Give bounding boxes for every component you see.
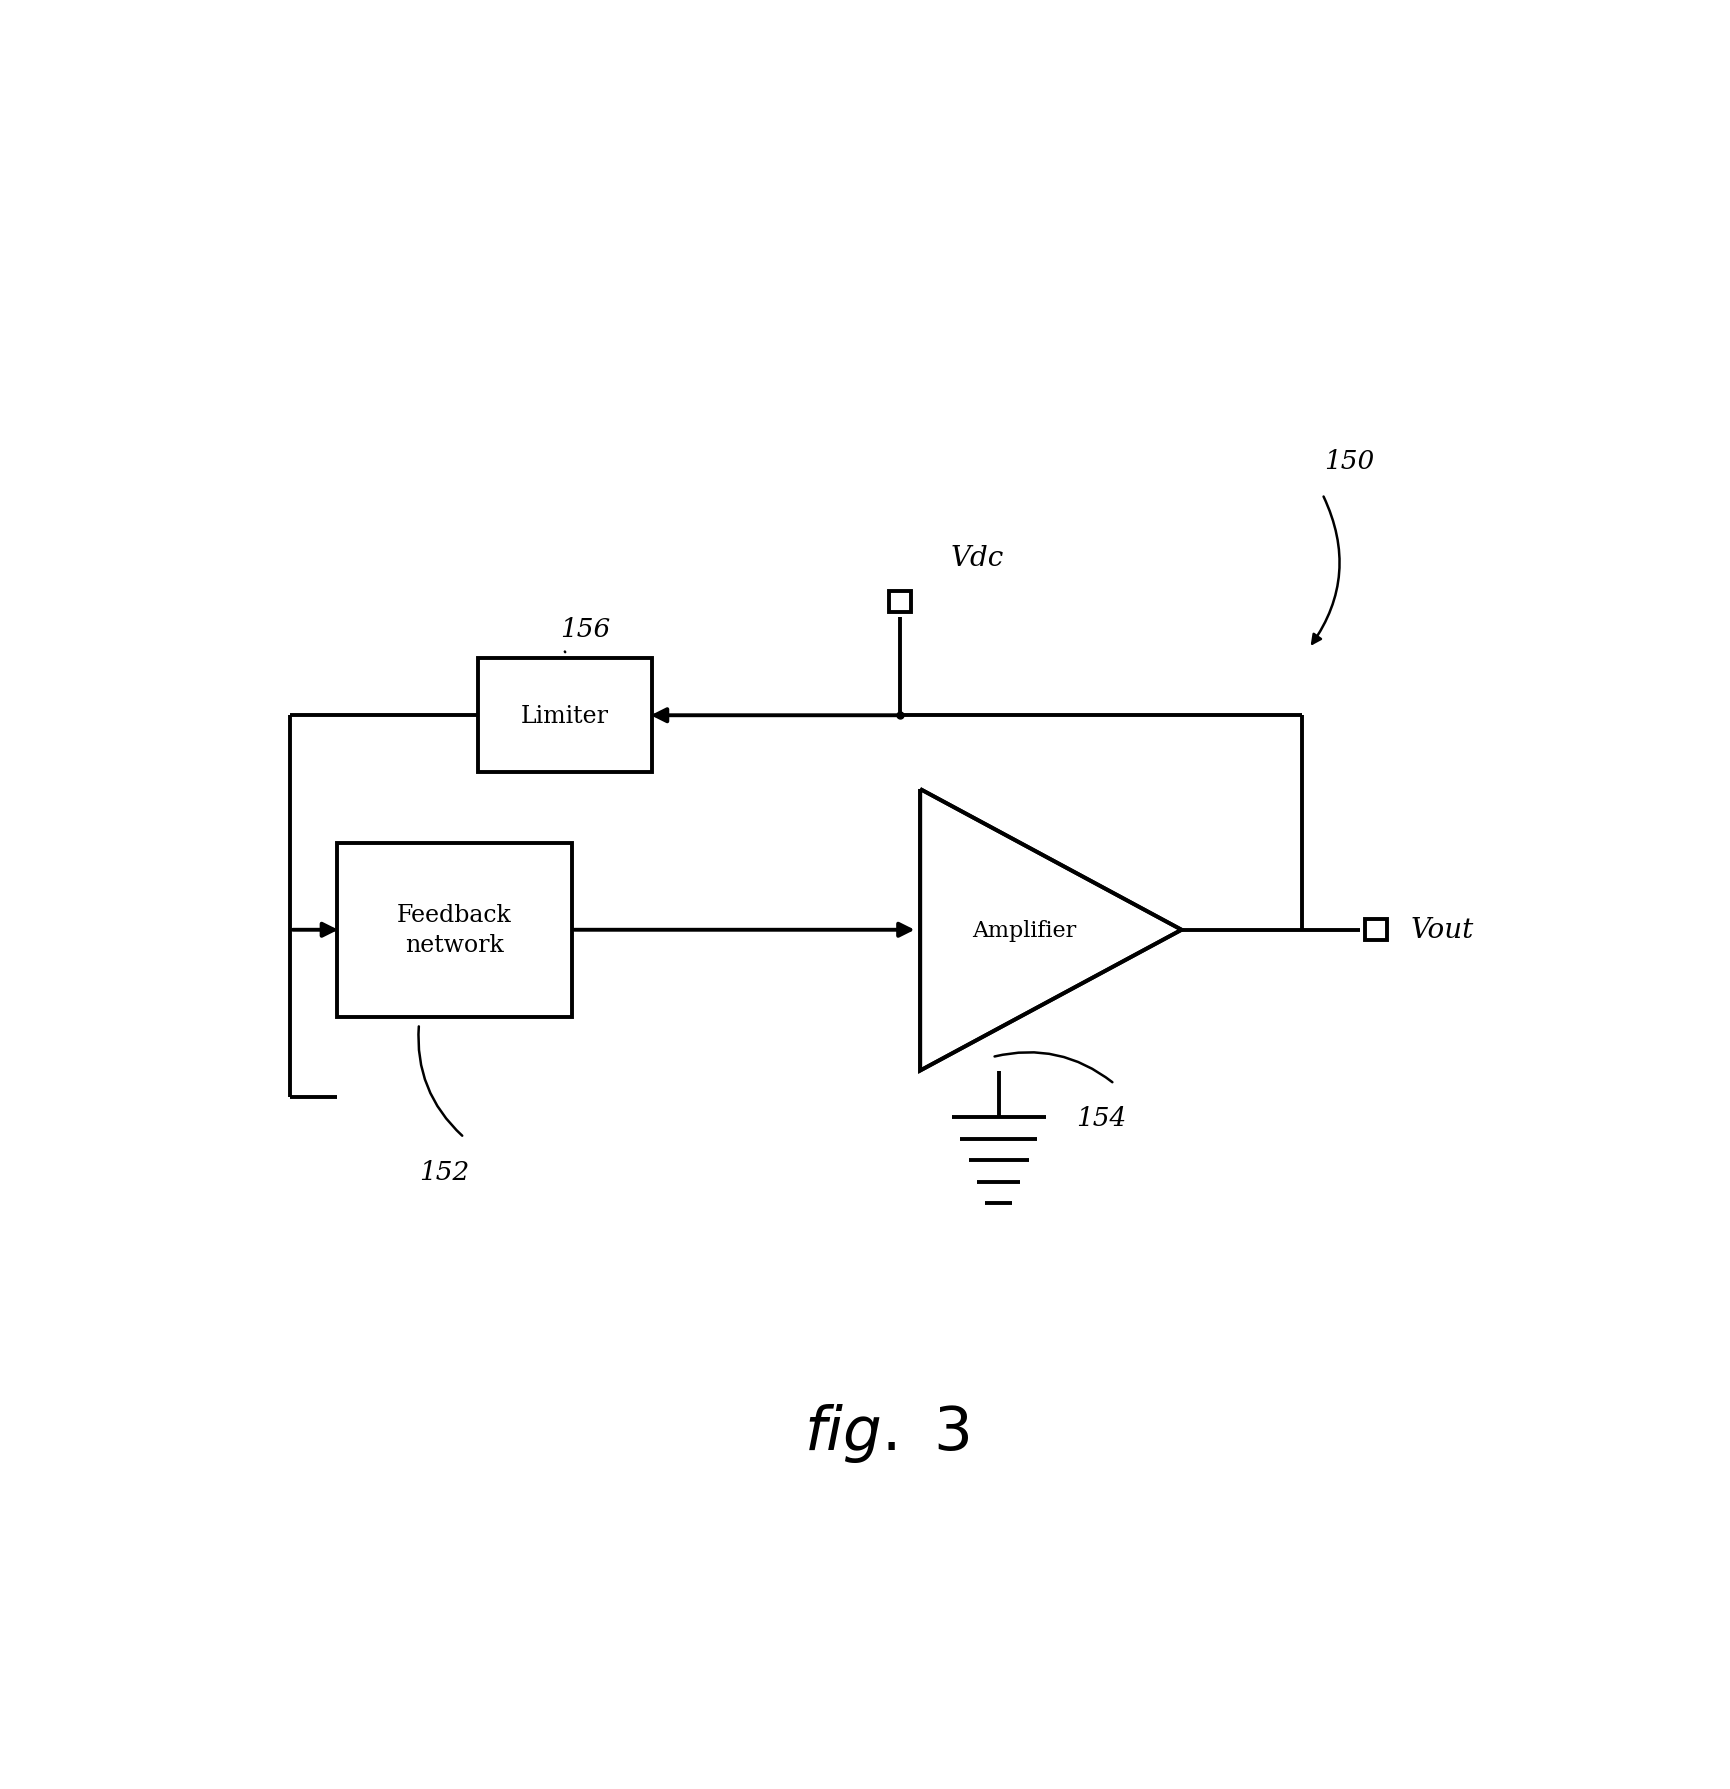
Text: Vout: Vout (1412, 916, 1474, 945)
FancyBboxPatch shape (1365, 920, 1387, 941)
FancyBboxPatch shape (477, 658, 652, 773)
Text: Feedback
network: Feedback network (396, 903, 512, 957)
Text: 150: 150 (1323, 449, 1374, 474)
Text: Amplifier: Amplifier (972, 920, 1076, 941)
FancyBboxPatch shape (337, 843, 571, 1018)
FancyBboxPatch shape (889, 590, 910, 612)
Text: 154: 154 (1076, 1106, 1126, 1131)
Text: Limiter: Limiter (521, 705, 609, 728)
Polygon shape (920, 789, 1182, 1072)
Text: 152: 152 (419, 1159, 469, 1184)
Text: 156: 156 (561, 615, 611, 640)
Text: $\it{fig.}$ $\it{3}$: $\it{fig.}$ $\it{3}$ (804, 1401, 969, 1463)
Text: Vdc: Vdc (952, 544, 1003, 571)
